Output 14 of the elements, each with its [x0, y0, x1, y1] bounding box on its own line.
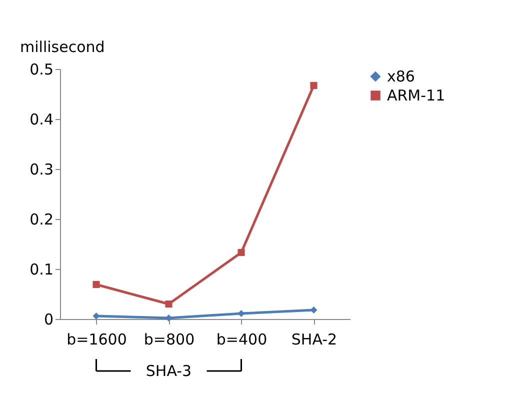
- x-tick-label: b=800: [144, 330, 195, 348]
- x-tick-label: b=1600: [66, 330, 127, 348]
- y-tick-label: 0.1: [30, 260, 54, 278]
- legend-label: ARM-11: [387, 86, 446, 104]
- y-tick-label: 0.4: [30, 110, 54, 128]
- legend-label: x86: [387, 68, 415, 86]
- y-tick-label: 0: [44, 310, 54, 328]
- y-tick-label: 0.5: [30, 60, 54, 78]
- text: SHA-3: [146, 362, 192, 380]
- y-tick-label: 0.2: [30, 210, 54, 228]
- y-axis-title: millisecond: [20, 38, 105, 56]
- x-tick-label: SHA-2: [291, 330, 338, 348]
- x-tick-label: b=400: [216, 330, 268, 348]
- y-tick-label: 0.3: [30, 160, 54, 178]
